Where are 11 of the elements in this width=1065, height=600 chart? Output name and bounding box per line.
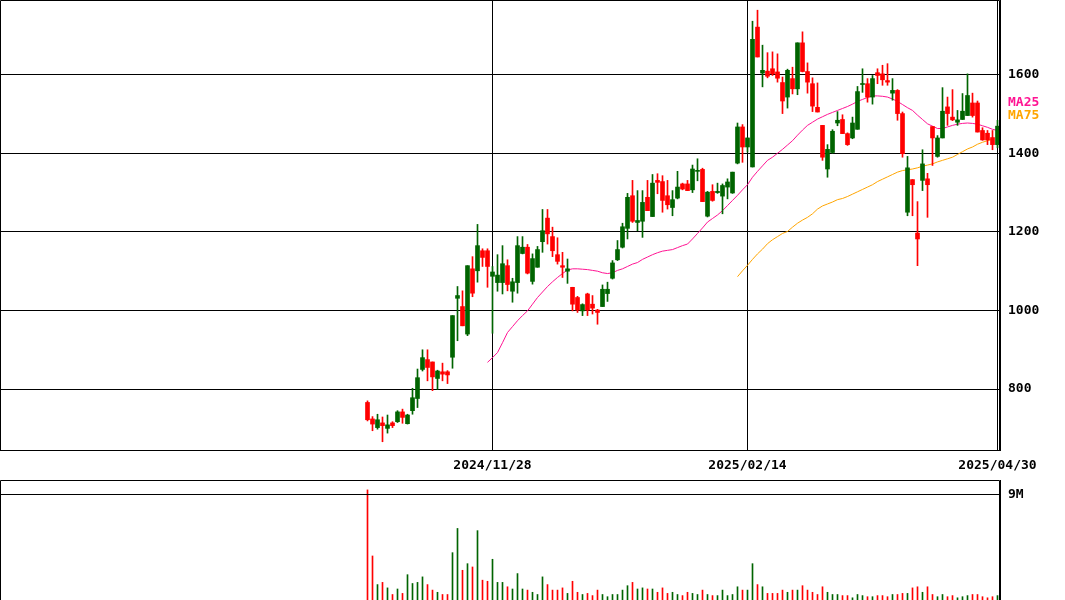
y-tick-label: 1400: [1008, 144, 1040, 160]
ref-line-label: 9M: [1008, 485, 1024, 501]
y-tick-label: 1200: [1008, 223, 1040, 239]
x-tick-label: 2025/02/14: [708, 457, 787, 473]
y-tick-label: 1600: [1008, 66, 1040, 82]
x-tick-label: 2025/04/30: [958, 457, 1037, 473]
series-label: MA75: [1008, 106, 1040, 122]
y-tick-label: 800: [1008, 380, 1032, 396]
series-label: MA25: [1008, 93, 1040, 109]
y-tick-label: 1000: [1008, 301, 1040, 317]
x-tick-label: 2024/11/28: [453, 457, 532, 473]
